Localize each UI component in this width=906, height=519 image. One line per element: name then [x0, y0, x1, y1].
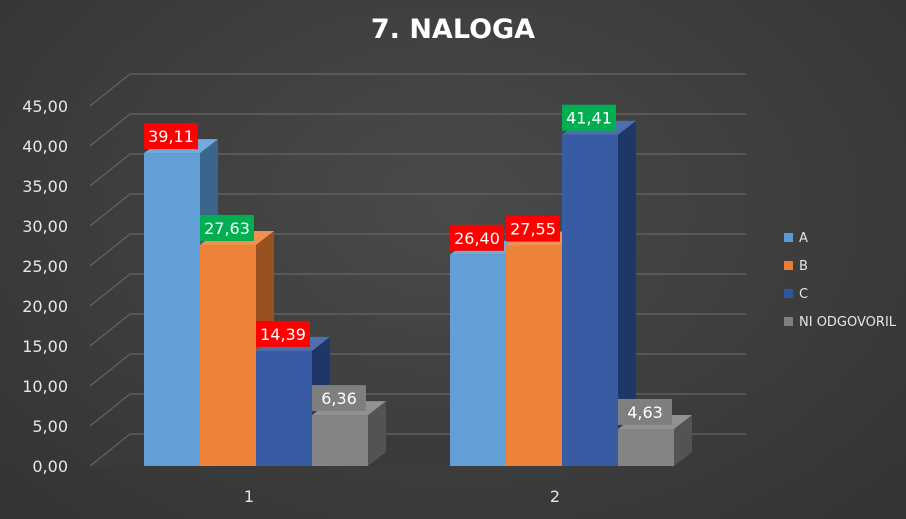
- y-tick-label: 30,00: [22, 217, 68, 236]
- bar-highlight: [312, 415, 368, 466]
- y-tick-label: 0,00: [32, 457, 68, 476]
- y-tick-label: 40,00: [22, 137, 68, 156]
- y-tick-label: 25,00: [22, 257, 68, 276]
- data-label: 39,11: [144, 123, 198, 150]
- bars: [144, 120, 692, 466]
- bar-side: [674, 414, 692, 466]
- bar-front: [256, 350, 312, 466]
- data-label-box: [312, 385, 366, 412]
- bar-highlight: [506, 245, 562, 466]
- legend-swatch: [784, 289, 793, 298]
- bar-highlight: [256, 350, 312, 466]
- bar-highlight: [144, 153, 200, 466]
- data-label-text: 27,55: [510, 220, 556, 239]
- gridline: [89, 73, 746, 107]
- chart-title: 7. NALOGA: [371, 14, 535, 45]
- x-category-label: 2: [550, 487, 560, 506]
- x-category-label: 1: [244, 487, 254, 506]
- y-tick-label: 45,00: [22, 97, 68, 116]
- data-label-box: [562, 104, 616, 131]
- legend-swatch: [784, 233, 793, 242]
- bar-front: [618, 428, 674, 466]
- bar-highlight: [200, 244, 256, 466]
- bar-side: [618, 120, 636, 466]
- legend-item: B: [784, 259, 808, 274]
- bar-front: [506, 245, 562, 466]
- legend-swatch: [784, 317, 793, 326]
- y-axis: 0,00 5,00 10,00 15,00 20,00 25,00 30,00 35,00 40…: [22, 97, 68, 476]
- legend-label: A: [799, 231, 808, 246]
- data-labels: 39,11 26,40 27,63 27,55 14,39 41,41 6,36 4,63: [144, 104, 672, 425]
- bar-front: [312, 415, 368, 466]
- legend: ABC NI ODGOVORIL: [784, 231, 897, 330]
- y-tick-label: 15,00: [22, 337, 68, 356]
- y-tick-label: 20,00: [22, 297, 68, 316]
- data-label: 14,39: [256, 320, 310, 347]
- data-label: 27,63: [200, 214, 254, 241]
- legend-item: NI ODGOVORIL: [784, 315, 897, 330]
- legend-label: C: [799, 287, 808, 302]
- data-label-text: 6,36: [321, 389, 357, 408]
- legend-label: B: [799, 259, 808, 274]
- data-label: 26,40: [450, 224, 504, 251]
- bar-highlight: [618, 428, 674, 466]
- bar-front: [562, 134, 618, 466]
- gridline: [89, 193, 746, 227]
- y-tick-label: 10,00: [22, 377, 68, 396]
- bar-front: [450, 254, 506, 466]
- y-tick-label: 35,00: [22, 177, 68, 196]
- gridline: [89, 113, 746, 147]
- data-label-box: [144, 123, 198, 150]
- legend-item: C: [784, 287, 808, 302]
- data-label-text: 14,39: [260, 325, 306, 344]
- gridline: [89, 153, 746, 187]
- y-tick-label: 5,00: [32, 417, 68, 436]
- legend-item: A: [784, 231, 808, 246]
- data-label-text: 27,63: [204, 219, 250, 238]
- data-label-text: 39,11: [148, 127, 194, 146]
- data-label: 27,55: [506, 215, 560, 242]
- data-label-text: 4,63: [627, 403, 663, 422]
- bar: [312, 401, 386, 466]
- bar-highlight: [562, 134, 618, 466]
- bar-front: [200, 244, 256, 466]
- data-label: 4,63: [618, 398, 672, 425]
- legend-label: NI ODGOVORIL: [799, 315, 897, 330]
- data-label-text: 41,41: [566, 109, 612, 128]
- bar-front: [144, 153, 200, 466]
- legend-swatch: [784, 261, 793, 270]
- data-label-box: [256, 320, 310, 347]
- bar-side: [368, 401, 386, 466]
- data-label-box: [618, 398, 672, 425]
- data-label-box: [450, 224, 504, 251]
- data-label-box: [200, 214, 254, 241]
- data-label: 41,41: [562, 104, 616, 131]
- data-label: 6,36: [312, 385, 366, 412]
- data-label-text: 26,40: [454, 229, 500, 248]
- data-label-box: [506, 215, 560, 242]
- bar-highlight: [450, 254, 506, 466]
